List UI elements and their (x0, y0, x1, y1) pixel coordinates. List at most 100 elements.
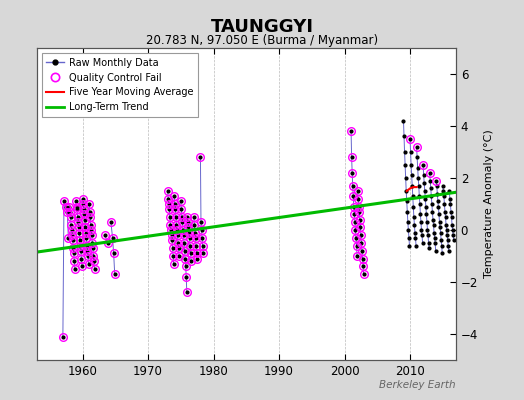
Point (63, 209, 71, 215)
Point (172, 214, 180, 220)
Point (418, 232, 426, 238)
Point (177, 206, 185, 212)
Point (443, 232, 451, 238)
Point (190, 222, 199, 228)
Point (420, 172, 428, 178)
Point (437, 237, 445, 244)
Point (174, 245, 183, 251)
Point (166, 214, 174, 220)
Point (439, 188, 447, 194)
Point (61, 203, 70, 210)
Point (60, 198, 68, 205)
Point (358, 255, 367, 262)
Point (187, 258, 195, 264)
Point (81, 224, 90, 230)
Point (192, 242, 200, 249)
Point (401, 175, 410, 181)
Point (198, 227, 206, 233)
Point (351, 227, 359, 233)
Point (181, 263, 190, 270)
Point (428, 201, 436, 207)
Point (421, 196, 430, 202)
Point (435, 219, 444, 225)
Point (408, 182, 417, 189)
Point (401, 162, 409, 168)
Point (439, 182, 447, 189)
Text: TAUNGGYI: TAUNGGYI (211, 18, 313, 36)
Point (414, 182, 423, 189)
Point (84, 253, 92, 259)
Point (444, 248, 453, 254)
Point (446, 201, 455, 207)
Point (349, 193, 357, 199)
Point (82, 229, 90, 236)
Point (72, 198, 80, 205)
Point (171, 201, 179, 207)
Point (67, 214, 75, 220)
Point (432, 178, 440, 184)
Point (442, 222, 450, 228)
Point (400, 149, 409, 155)
Point (434, 198, 442, 205)
Text: Berkeley Earth: Berkeley Earth (379, 380, 456, 390)
Point (101, 232, 109, 238)
Point (75, 237, 84, 244)
Point (174, 240, 182, 246)
Point (410, 214, 418, 220)
Point (74, 219, 82, 225)
Point (191, 234, 200, 241)
Point (103, 240, 112, 246)
Point (450, 237, 458, 244)
Point (438, 250, 446, 257)
Point (424, 232, 432, 238)
Point (86, 214, 94, 220)
Point (423, 219, 431, 225)
Point (80, 206, 88, 212)
Point (76, 242, 84, 249)
Point (433, 190, 442, 197)
Point (183, 214, 191, 220)
Point (410, 222, 419, 228)
Point (443, 237, 452, 244)
Point (427, 193, 435, 199)
Point (429, 216, 437, 223)
Point (409, 203, 418, 210)
Point (440, 201, 449, 207)
Point (413, 154, 421, 160)
Point (426, 178, 434, 184)
Point (181, 255, 189, 262)
Point (352, 242, 361, 249)
Point (418, 240, 427, 246)
Point (83, 242, 91, 249)
Point (420, 180, 429, 186)
Point (185, 229, 193, 236)
Point (442, 227, 451, 233)
Point (170, 193, 178, 199)
Point (435, 211, 443, 218)
Point (196, 154, 205, 160)
Point (175, 253, 183, 259)
Point (348, 182, 357, 189)
Point (79, 196, 87, 202)
Point (449, 227, 457, 233)
Point (197, 219, 205, 225)
Point (403, 209, 411, 215)
Point (425, 170, 434, 176)
Point (107, 219, 115, 225)
Point (436, 224, 444, 230)
Point (77, 248, 85, 254)
Point (446, 196, 454, 202)
Point (85, 201, 93, 207)
Point (81, 216, 89, 223)
Point (402, 188, 410, 194)
Point (425, 245, 433, 251)
Point (444, 242, 452, 249)
Point (358, 248, 366, 254)
Point (402, 198, 411, 205)
Point (82, 234, 91, 241)
Point (448, 222, 456, 228)
Point (427, 185, 435, 192)
Point (414, 175, 422, 181)
Point (167, 232, 176, 238)
Point (198, 234, 206, 241)
